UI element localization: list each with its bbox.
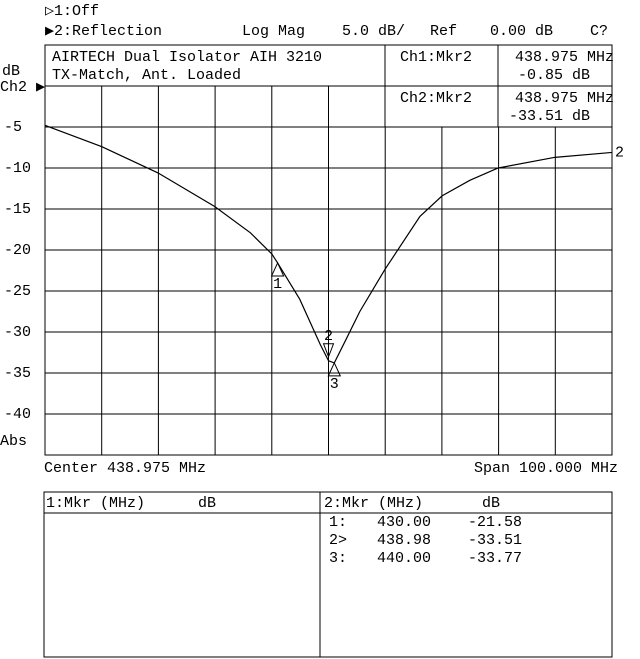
center-frequency: Center 438.975 MHz: [44, 460, 206, 477]
trace-label: 2: [615, 144, 624, 161]
table-header: 1:Mkr (MHz): [46, 495, 145, 512]
y-tick-label: -25: [4, 283, 31, 300]
marker-table: 1:Mkr (MHz) dB 2:Mkr (MHz) dB 1: 430.00 -2…: [43, 491, 613, 658]
readout-value: -33.51 dB: [509, 108, 590, 125]
table-value: -33.51: [468, 532, 522, 549]
y-tick-label: -40: [4, 406, 31, 423]
table-value: -33.77: [468, 550, 522, 567]
table-header: 2:Mkr (MHz): [324, 495, 423, 512]
y-tick-label: -5: [4, 119, 22, 136]
title-box: [44, 44, 386, 87]
table-frequency: 438.98: [377, 532, 431, 549]
marker: [322, 343, 335, 359]
table-unit: dB: [198, 495, 216, 512]
readout-value: -0.85 dB: [518, 67, 590, 84]
y-tick-label: -15: [4, 201, 31, 218]
overlay: AIRTECH Dual Isolator AIH 3210 TX-Match,…: [44, 44, 614, 128]
y-tick-label: -20: [4, 242, 31, 259]
chart-title: AIRTECH Dual Isolator AIH 3210: [52, 49, 322, 66]
readout-frequency: 438.975 MHz: [515, 49, 614, 66]
table-row-label: 1:: [329, 514, 347, 531]
format: Log Mag: [242, 23, 305, 40]
marker: [327, 361, 342, 377]
table-value: -21.58: [468, 514, 522, 531]
y-scale-label: Abs: [0, 433, 27, 450]
y-tick-label: -10: [4, 160, 31, 177]
table-frame: [43, 491, 613, 658]
marker-label: 3: [330, 376, 339, 393]
marker-label: 2: [324, 328, 333, 345]
channel1-status: ▷1:Off: [45, 3, 99, 20]
table-row-label: 2>: [329, 532, 347, 549]
channel-label: Ch2 ▶: [0, 79, 45, 96]
table-row-label: 3:: [329, 550, 347, 567]
marker-label: 1: [273, 276, 282, 293]
y-unit: dB: [2, 63, 20, 80]
table-frequency: 440.00: [377, 550, 431, 567]
y-tick-label: -35: [4, 365, 31, 382]
span: Span 100.000 MHz: [474, 460, 618, 477]
scale: 5.0 dB/: [342, 23, 405, 40]
chart-subtitle: TX-Match, Ant. Loaded: [52, 67, 241, 84]
channel2-status: ▶2:Reflection: [45, 23, 162, 40]
table-frequency: 430.00: [377, 514, 431, 531]
readout-channel: Ch1:Mkr2: [400, 49, 472, 66]
cal-status: C?: [590, 23, 608, 40]
y-tick-label: -30: [4, 324, 31, 341]
table-unit: dB: [482, 495, 500, 512]
readout-channel: Ch2:Mkr2: [400, 90, 472, 107]
readout-frequency: 438.975 MHz: [515, 90, 614, 107]
ref-value: 0.00 dB: [490, 23, 553, 40]
marker: [270, 261, 285, 277]
trace: [44, 124, 613, 364]
ref-label: Ref: [430, 23, 457, 40]
